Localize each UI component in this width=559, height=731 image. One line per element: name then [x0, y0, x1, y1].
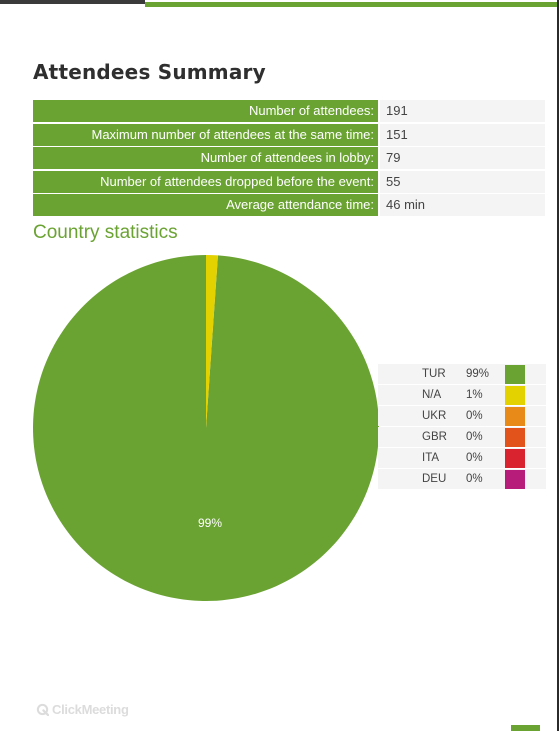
- legend-label: TUR: [422, 368, 446, 380]
- page-edge: [557, 0, 559, 731]
- top-bar-green: [145, 2, 559, 7]
- attendees-summary-table: Number of attendees: 191 Maximum number …: [33, 100, 545, 218]
- top-bar-dark: [0, 0, 145, 4]
- country-statistics-title: Country statistics: [33, 222, 178, 243]
- clickmeeting-logo-icon: [36, 703, 49, 716]
- summary-row-lobby: Number of attendees in lobby: 79: [33, 147, 545, 169]
- legend-item-ita: ITA 0%: [378, 448, 546, 468]
- legend-percent: 0%: [466, 473, 483, 485]
- legend-item-deu: DEU 0%: [378, 469, 546, 489]
- legend-swatch: [505, 428, 525, 447]
- summary-label: Number of attendees in lobby:: [33, 147, 378, 169]
- summary-row-attendees: Number of attendees: 191: [33, 100, 545, 122]
- legend-item-ukr: UKR 0%: [378, 406, 546, 426]
- clickmeeting-logo-text: ClickMeeting: [52, 702, 129, 717]
- legend-item-tur: TUR 99%: [378, 364, 546, 384]
- legend-label: ITA: [422, 452, 440, 464]
- summary-row-dropped: Number of attendees dropped before the e…: [33, 170, 545, 193]
- legend-percent: 1%: [466, 389, 483, 401]
- summary-label: Number of attendees dropped before the e…: [33, 170, 378, 193]
- legend-label: UKR: [422, 410, 447, 422]
- summary-row-average-time: Average attendance time: 46 min: [33, 194, 545, 216]
- legend-swatch: [505, 386, 525, 405]
- summary-label: Number of attendees:: [33, 100, 378, 122]
- legend-swatch: [505, 365, 525, 384]
- legend-swatch: [505, 449, 525, 468]
- legend-swatch: [505, 470, 525, 489]
- legend-swatch: [505, 407, 525, 426]
- summary-value: 191: [380, 100, 545, 122]
- summary-label: Average attendance time:: [33, 194, 378, 216]
- legend-label: N/A: [422, 389, 442, 401]
- legend-percent: 99%: [466, 368, 490, 380]
- legend-item-na: N/A 1%: [378, 385, 546, 405]
- page-title: Attendees Summary: [33, 60, 266, 84]
- pie-slice-na: [206, 255, 218, 428]
- summary-value: 46 min: [380, 194, 545, 216]
- summary-value: 55: [380, 170, 545, 193]
- clickmeeting-logo: ClickMeeting: [36, 702, 129, 717]
- legend-label: DEU: [422, 473, 447, 485]
- summary-label: Maximum number of attendees at the same …: [33, 123, 378, 146]
- pie-slice-label: 99%: [198, 516, 222, 530]
- legend-label: GBR: [422, 431, 447, 443]
- legend-percent: 0%: [466, 410, 483, 422]
- summary-value: 79: [380, 147, 545, 169]
- summary-value: 151: [380, 123, 545, 146]
- legend-percent: 0%: [466, 431, 483, 443]
- summary-row-max-attendees: Maximum number of attendees at the same …: [33, 123, 545, 146]
- pie-slice-tur: [32, 255, 379, 601]
- bottom-accent-bar: [511, 725, 540, 731]
- legend-item-gbr: GBR 0%: [378, 427, 546, 447]
- legend-percent: 0%: [466, 452, 483, 464]
- chart-legend: TUR 99% N/A 1% UKR 0% GBR 0% ITA 0% DEU …: [378, 364, 546, 490]
